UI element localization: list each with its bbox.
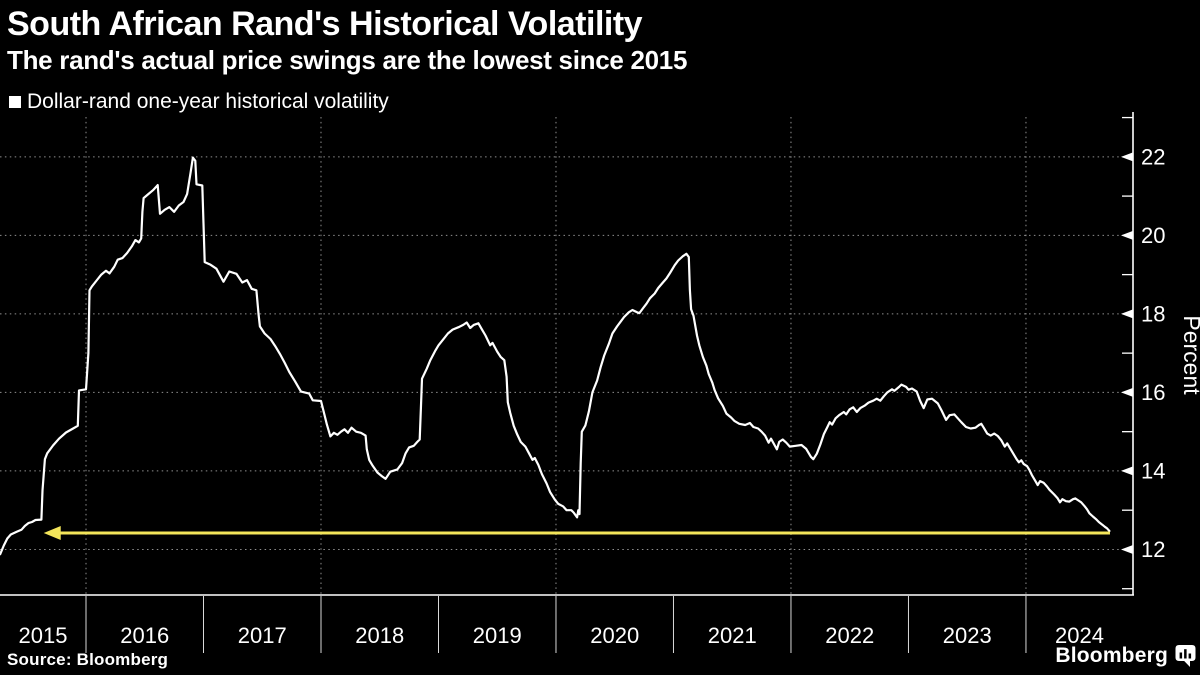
y-tick-label-12: 12 [1141, 537, 1165, 562]
source-note: Source: Bloomberg [7, 650, 169, 669]
y-tick-16 [1121, 387, 1133, 397]
x-tick-label-2016: 2016 [120, 623, 169, 648]
legend-label: Dollar-rand one-year historical volatili… [27, 90, 389, 113]
y-tick-label-14: 14 [1141, 458, 1165, 483]
x-tick-label-2020: 2020 [590, 623, 639, 648]
lowest-level-arrow-head-icon [43, 525, 61, 540]
x-tick-label-2017: 2017 [238, 623, 287, 648]
y-axis-title: Percent [1179, 315, 1200, 395]
y-tick-label-18: 18 [1141, 301, 1165, 326]
y-tick-label-22: 22 [1141, 144, 1165, 169]
y-tick-label-16: 16 [1141, 380, 1165, 405]
chart-title: South African Rand's Historical Volatili… [7, 5, 643, 43]
x-tick-label-2021: 2021 [708, 623, 757, 648]
x-tick-label-2018: 2018 [355, 623, 404, 648]
grid-layer [0, 117, 1133, 594]
annotation-layer [43, 525, 1110, 540]
y-tick-22 [1121, 152, 1133, 162]
volatility-line [0, 156, 1111, 556]
bloomberg-logo: Bloomberg [1055, 644, 1197, 668]
chart-subtitle: The rand's actual price swings are the l… [7, 45, 688, 75]
x-tick-label-2022: 2022 [825, 623, 874, 648]
x-tick-label-2024: 2024 [1055, 623, 1104, 648]
x-tick-label-2023: 2023 [943, 623, 992, 648]
x-tick-label-2015: 2015 [19, 623, 68, 648]
axis-layer: 2015 2016 2017 2018 2019 2020 2021 2022 2023 2024… [0, 112, 1165, 653]
bloomberg-chart-bubble-icon [1175, 645, 1196, 667]
y-tick-20 [1121, 230, 1133, 240]
y-tick-18 [1121, 309, 1133, 319]
y-tick-14 [1121, 466, 1133, 476]
series-layer [0, 156, 1111, 556]
x-tick-label-2019: 2019 [473, 623, 522, 648]
legend-square-marker-icon [9, 96, 21, 108]
y-tick-label-20: 20 [1141, 223, 1165, 248]
y-tick-12 [1121, 544, 1133, 554]
bloomberg-logo-text: Bloomberg [1055, 644, 1168, 667]
legend: Dollar-rand one-year historical volatili… [9, 90, 389, 114]
